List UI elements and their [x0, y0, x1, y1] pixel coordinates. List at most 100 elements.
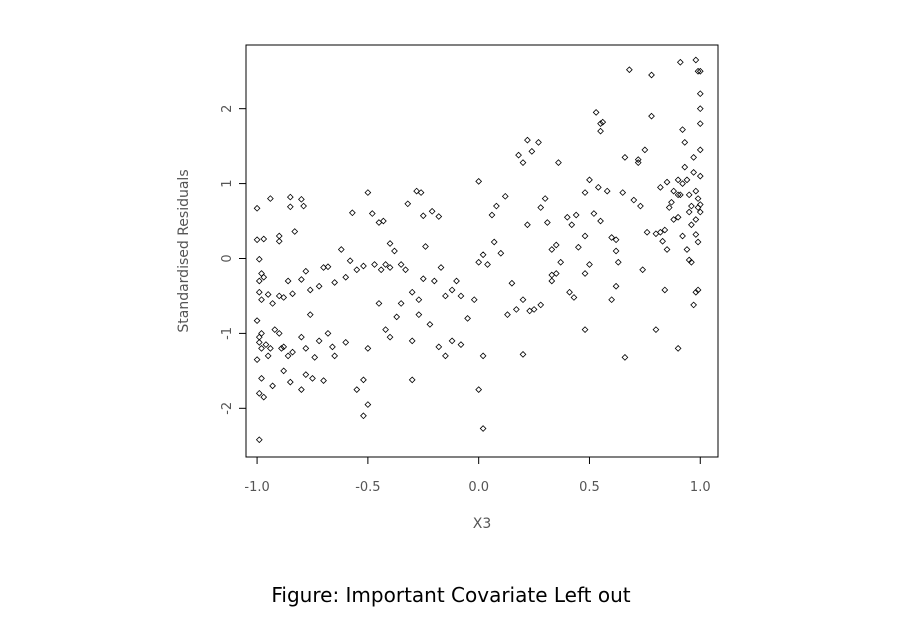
data-point	[430, 277, 438, 285]
y-tick-label: 1	[220, 179, 235, 187]
data-point	[337, 246, 345, 253]
x-tick-label: 0.5	[579, 480, 600, 495]
data-point	[679, 126, 686, 134]
data-point	[320, 377, 327, 384]
y-tick-label: 2	[220, 105, 235, 113]
data-point	[267, 345, 274, 352]
data-point	[670, 187, 678, 195]
data-point	[537, 204, 545, 211]
data-point	[253, 317, 261, 325]
data-point	[255, 339, 263, 346]
data-point	[448, 286, 456, 294]
data-point	[548, 246, 556, 253]
data-point	[269, 382, 276, 390]
data-point	[349, 209, 356, 217]
data-point	[435, 213, 443, 220]
data-point	[377, 266, 385, 274]
data-point	[659, 237, 666, 245]
data-point	[692, 187, 700, 195]
data-point	[696, 146, 704, 154]
data-point	[315, 337, 323, 345]
data-point	[419, 275, 427, 283]
data-point	[570, 294, 578, 301]
data-point	[619, 189, 627, 196]
data-point	[475, 258, 483, 266]
data-point	[594, 183, 602, 191]
data-point	[260, 235, 268, 243]
data-point	[264, 352, 272, 360]
data-point	[552, 270, 560, 277]
data-point	[572, 211, 580, 219]
y-tick-label: -2	[220, 402, 235, 415]
data-point	[428, 207, 436, 215]
data-point	[284, 352, 292, 360]
data-point	[386, 240, 394, 247]
data-point	[537, 301, 545, 309]
data-point	[298, 333, 305, 341]
data-point	[597, 127, 604, 135]
y-tick-label: -1	[220, 327, 235, 340]
data-point	[408, 288, 416, 296]
data-point	[360, 262, 367, 270]
data-point	[413, 187, 420, 195]
data-point	[679, 232, 686, 240]
data-point	[663, 246, 671, 253]
data-point	[264, 291, 272, 298]
data-point	[676, 58, 684, 66]
data-point	[479, 251, 487, 259]
data-point	[324, 330, 332, 337]
data-point	[512, 306, 520, 313]
data-point	[696, 120, 704, 128]
data-point	[508, 279, 516, 287]
data-point	[488, 211, 496, 219]
data-point	[291, 228, 299, 235]
data-point	[258, 374, 265, 382]
data-point	[493, 202, 500, 210]
data-point	[475, 386, 483, 393]
data-point	[422, 243, 429, 250]
data-point	[637, 202, 644, 210]
x-tick-label: -1.0	[244, 480, 269, 495]
data-point	[302, 345, 310, 352]
data-point	[685, 191, 693, 199]
data-point	[470, 296, 478, 304]
data-point	[380, 217, 387, 225]
data-point	[258, 330, 265, 337]
data-point	[415, 296, 423, 304]
data-point	[663, 178, 671, 186]
data-point	[612, 236, 620, 244]
y-axis: -2 -1 0 1 2	[220, 105, 246, 415]
data-point	[692, 288, 700, 296]
data-point	[674, 176, 682, 184]
data-point	[271, 326, 279, 334]
data-point	[685, 208, 693, 216]
data-point	[683, 246, 691, 253]
data-point	[694, 238, 702, 246]
data-point	[417, 189, 425, 196]
data-point	[382, 261, 389, 268]
data-point	[275, 292, 283, 300]
data-point	[530, 306, 538, 313]
y-axis-label: Standardised Residuals	[176, 169, 192, 332]
data-point	[278, 345, 285, 352]
data-point	[515, 151, 522, 159]
data-point	[255, 389, 263, 397]
data-point	[674, 191, 682, 199]
data-point	[408, 376, 416, 384]
data-point	[581, 232, 589, 240]
data-point	[612, 282, 620, 290]
data-point	[375, 300, 383, 307]
data-point	[404, 200, 412, 208]
data-point	[490, 238, 498, 246]
data-point	[435, 343, 443, 351]
data-point	[692, 216, 700, 223]
data-point	[535, 139, 542, 146]
data-point	[442, 292, 449, 300]
data-point	[661, 286, 669, 294]
data-point	[581, 326, 589, 334]
data-point	[696, 172, 704, 180]
data-point	[597, 217, 604, 225]
data-point	[519, 159, 527, 166]
data-point	[346, 257, 354, 265]
data-point	[657, 183, 664, 191]
